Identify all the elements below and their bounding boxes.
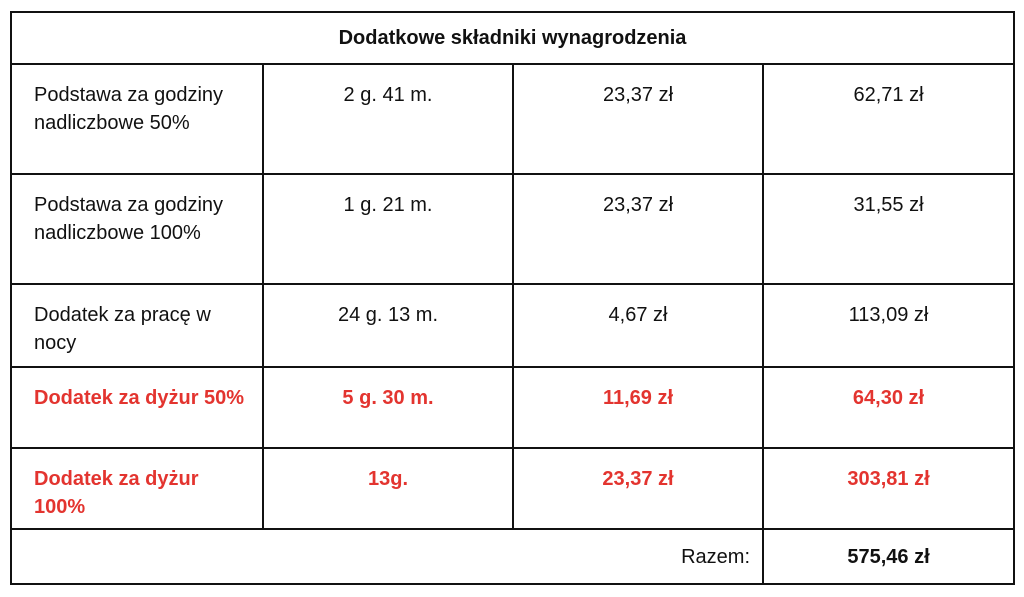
table-cell: Podstawa za godziny nadliczbowe 50% [10,63,264,175]
table-cell: 113,09 zł [762,283,1015,368]
table-cell: 62,71 zł [762,63,1015,175]
total-value: 575,46 zł [762,528,1015,585]
table-cell: 5 g. 30 m. [262,366,514,449]
table-cell: Dodatek za pracę w nocy [10,283,264,368]
table-cell: 64,30 zł [762,366,1015,449]
table-cell: Podstawa za godziny nadliczbowe 100% [10,173,264,285]
table-cell: Dodatek za dyżur 50% [10,366,264,449]
total-row: Razem: 575,46 zł [10,528,1015,585]
table-cell: 303,81 zł [762,447,1015,530]
pay-table: Dodatkowe składniki wynagrodzenia Podsta… [10,11,1015,585]
table-row: Dodatek za pracę w nocy 24 g. 13 m. 4,67 z… [10,283,1015,368]
table-cell: 2 g. 41 m. [262,63,514,175]
table-body: Podstawa za godziny nadliczbowe 50% 2 g. … [10,63,1015,530]
table-row: Podstawa za godziny nadliczbowe 50% 2 g. … [10,63,1015,175]
table-cell: Dodatek za dyżur 100% [10,447,264,530]
table-cell: 11,69 zł [512,366,764,449]
table-row: Dodatek za dyżur 100% 13g. 23,37 zł 303,81 … [10,447,1015,530]
table-cell: 23,37 zł [512,173,764,285]
table-cell: 4,67 zł [512,283,764,368]
table-cell: 31,55 zł [762,173,1015,285]
total-label: Razem: [10,528,764,585]
table-cell: 13g. [262,447,514,530]
table-row: Dodatek za dyżur 50% 5 g. 30 m. 11,69 zł 64… [10,366,1015,449]
table-cell: 1 g. 21 m. [262,173,514,285]
header-row: Dodatkowe składniki wynagrodzenia [10,11,1015,65]
table-cell: 23,37 zł [512,447,764,530]
table-cell: 23,37 zł [512,63,764,175]
table-cell: 24 g. 13 m. [262,283,514,368]
table-title: Dodatkowe składniki wynagrodzenia [10,11,1015,65]
table-row: Podstawa za godziny nadliczbowe 100% 1 g.… [10,173,1015,285]
